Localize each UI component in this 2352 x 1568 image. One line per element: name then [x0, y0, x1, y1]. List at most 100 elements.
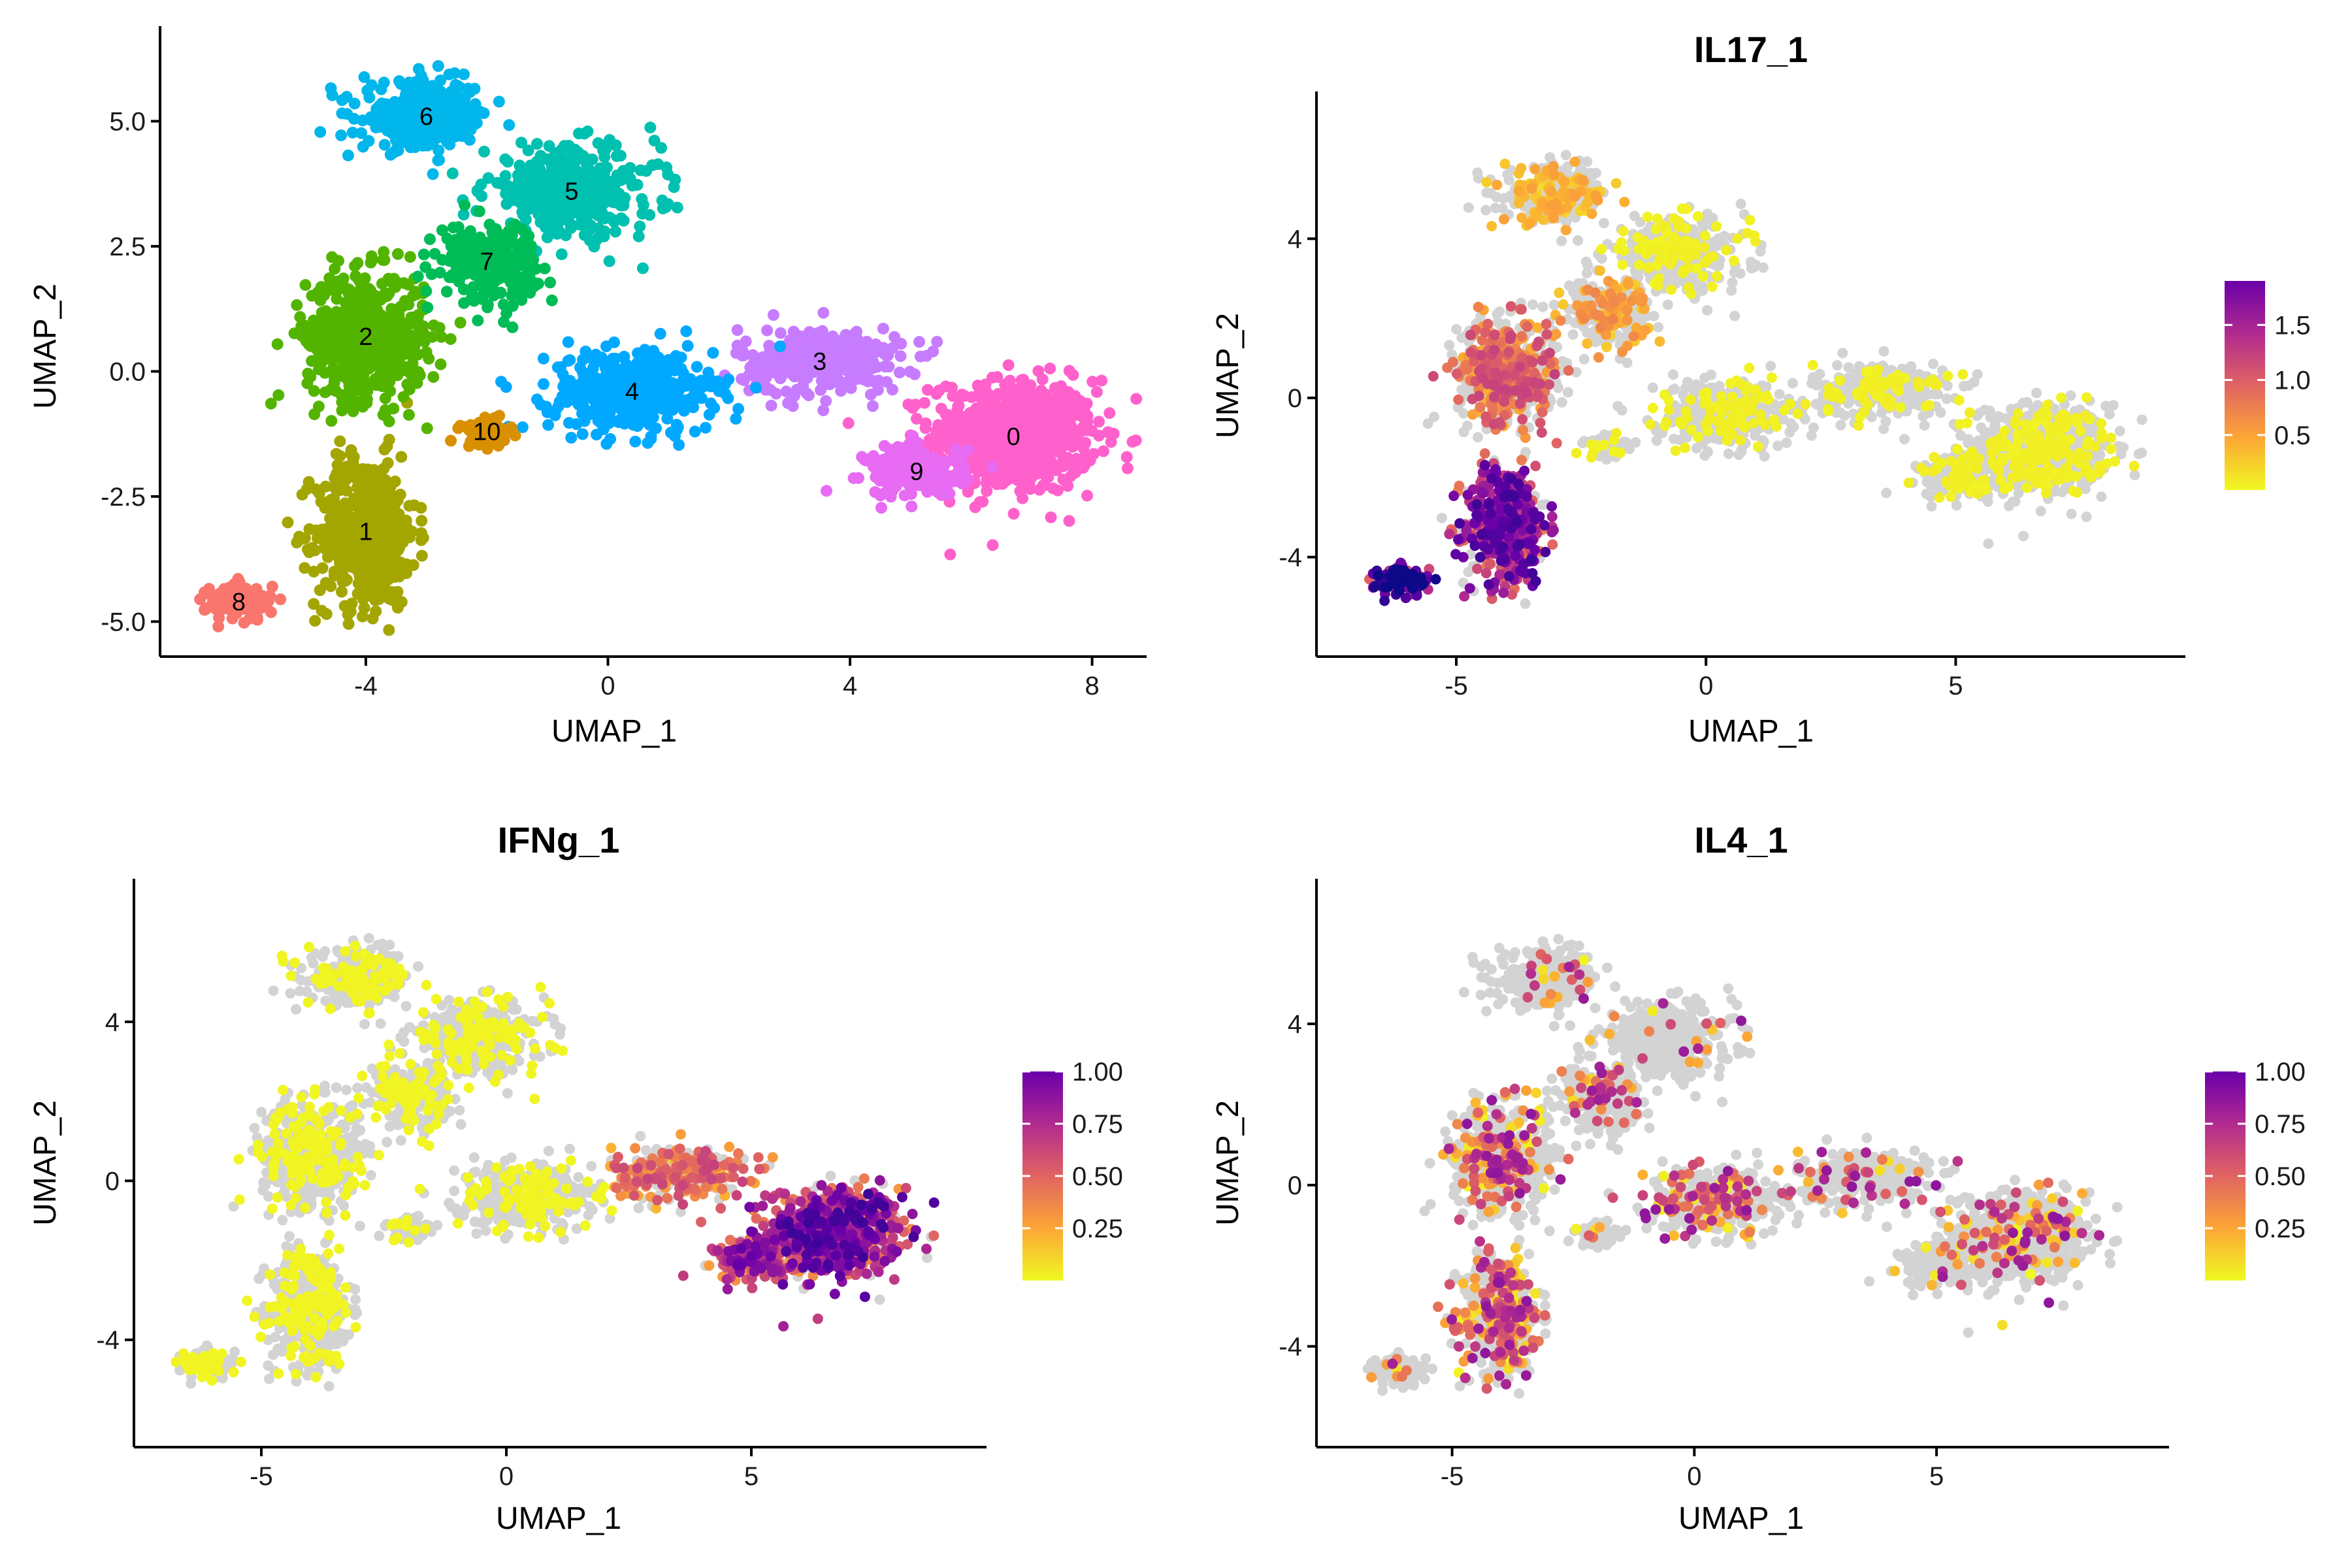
cell-point — [1458, 408, 1469, 419]
cell-point — [345, 355, 357, 367]
cell-point — [495, 267, 507, 279]
cell-point — [338, 536, 350, 548]
cell-point — [1043, 454, 1056, 466]
cell-point — [1941, 393, 1952, 404]
cell-point — [1047, 444, 1060, 456]
cell-point — [346, 544, 359, 556]
cell-point — [463, 134, 476, 146]
cell-point — [956, 447, 968, 459]
cell-point — [601, 189, 613, 202]
cell-point — [447, 221, 459, 234]
cell-point — [1130, 393, 1143, 405]
cell-point — [301, 483, 313, 495]
cell-point — [1983, 538, 1994, 549]
cell-point — [383, 433, 395, 446]
cell-point — [274, 593, 287, 606]
cell-point — [979, 404, 992, 416]
cell-point — [348, 466, 360, 479]
cell-point — [487, 289, 500, 302]
cell-point — [2114, 425, 2125, 436]
cell-point — [1002, 409, 1014, 421]
cell-point — [1066, 458, 1079, 470]
cell-point — [978, 432, 990, 444]
cell-point — [400, 514, 412, 527]
cell-point — [327, 363, 339, 375]
cell-point — [516, 271, 529, 284]
cell-point — [944, 548, 956, 561]
cell-point — [553, 180, 565, 192]
cell-point — [506, 259, 518, 272]
cell-point — [909, 368, 921, 380]
cell-point — [1019, 438, 1032, 450]
cell-point — [765, 399, 777, 412]
y-axis-title: UMAP_2 — [28, 284, 63, 409]
cell-point — [512, 182, 525, 194]
cell-point — [345, 399, 357, 411]
cell-point — [606, 214, 619, 226]
cell-point — [1955, 430, 1967, 441]
cell-point — [885, 491, 897, 503]
cell-point — [384, 585, 396, 598]
cell-point — [2096, 491, 2107, 502]
cell-point — [360, 350, 372, 363]
cell-point — [859, 338, 872, 351]
cell-point — [1942, 380, 1953, 391]
cell-point — [1527, 299, 1538, 310]
cell-point — [1436, 512, 1447, 523]
cell-point — [403, 105, 416, 117]
cell-point — [958, 389, 971, 402]
cell-point — [502, 225, 515, 237]
cell-point — [680, 325, 693, 338]
cell-point — [920, 417, 932, 430]
cell-point — [542, 419, 555, 431]
cell-point — [621, 172, 634, 185]
cell-point — [412, 270, 424, 283]
cell-point — [530, 263, 542, 275]
cell-point — [1007, 508, 1020, 520]
cell-point — [377, 313, 389, 325]
cell-point — [691, 392, 704, 404]
cell-point — [2031, 387, 2042, 399]
cell-point — [574, 218, 586, 231]
cell-point — [330, 306, 342, 318]
cell-point — [564, 354, 576, 367]
cell-point — [427, 168, 439, 180]
cell-point — [2129, 470, 2140, 481]
cell-point — [310, 324, 323, 336]
cell-point — [406, 525, 418, 538]
cell-point — [1063, 515, 1075, 527]
cell-point — [1081, 489, 1094, 502]
cell-point — [2133, 448, 2144, 459]
cell-point — [368, 464, 380, 476]
cell-point — [398, 277, 410, 289]
x-tick-label: 4 — [843, 672, 857, 700]
cell-point — [1837, 348, 1848, 359]
cell-point — [370, 481, 383, 493]
cell-point — [336, 107, 348, 120]
cell-point — [629, 435, 642, 448]
cell-point — [673, 439, 685, 451]
cell-point — [598, 225, 611, 237]
cell-point — [380, 290, 392, 302]
cell-point — [934, 436, 947, 449]
cell-point — [662, 355, 674, 367]
cell-point — [1878, 346, 1889, 357]
cell-point — [308, 385, 320, 397]
cell-point — [429, 248, 441, 260]
cell-point — [636, 262, 649, 274]
cell-point — [761, 324, 774, 336]
cell-point — [1051, 484, 1064, 497]
cell-point — [1004, 374, 1016, 387]
cell-point — [412, 348, 424, 361]
cell-point — [453, 254, 466, 267]
cell-point — [691, 361, 703, 373]
cell-point — [859, 348, 872, 361]
cell-point — [1918, 411, 1929, 422]
cell-point — [323, 284, 336, 296]
cell-point — [980, 477, 992, 489]
cell-point — [817, 404, 830, 417]
cell-point — [800, 387, 813, 399]
cell-point — [1078, 459, 1090, 472]
cell-point — [365, 250, 378, 263]
